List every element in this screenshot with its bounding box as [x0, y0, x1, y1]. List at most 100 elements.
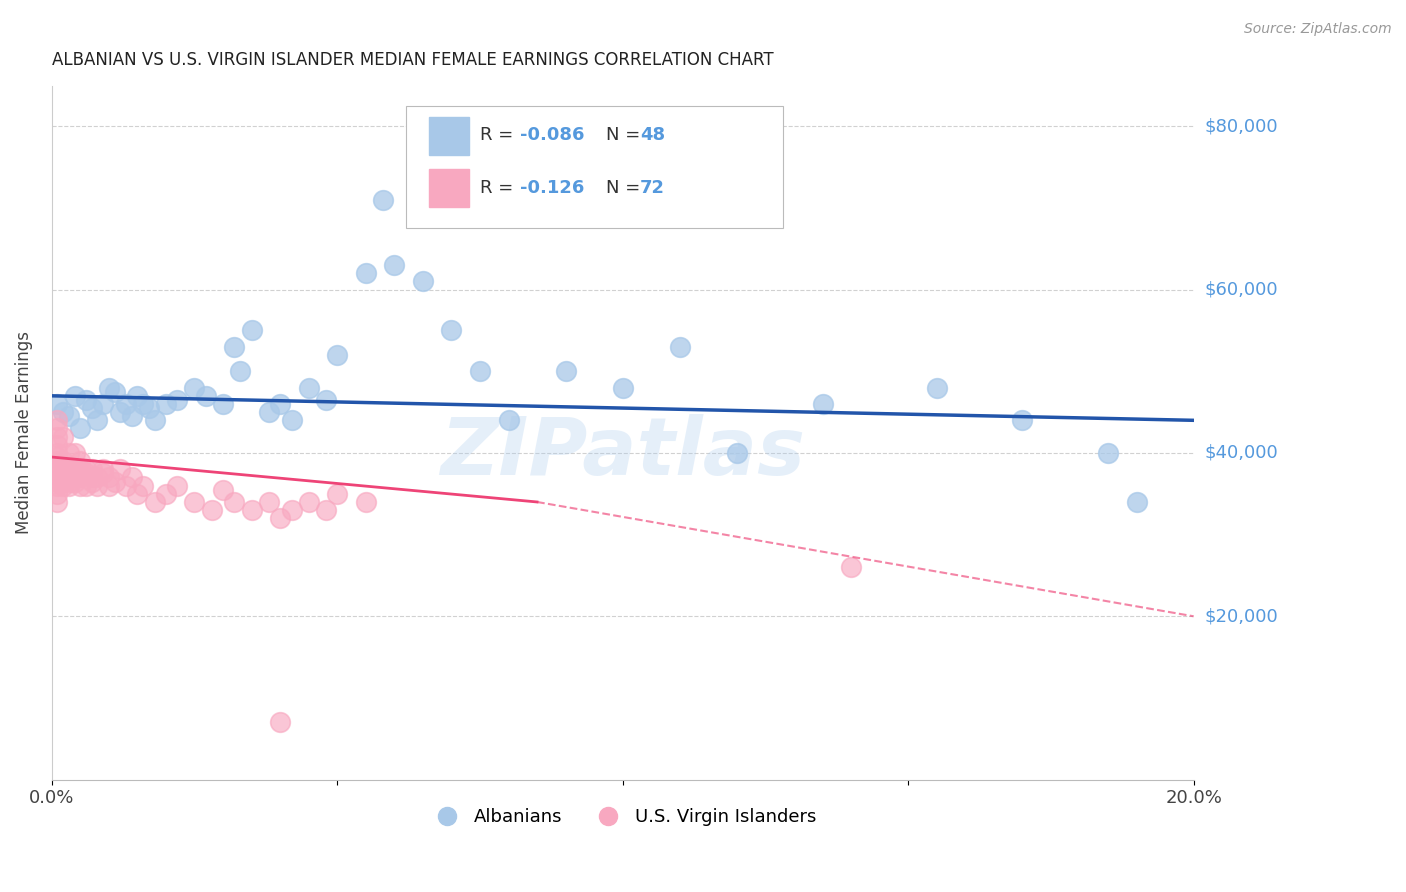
- Point: [52, 462, 75, 476]
- Point: [52, 405, 75, 419]
- Point: [58, 409, 80, 424]
- Point: [269, 715, 291, 730]
- Point: [80, 462, 103, 476]
- Text: N =: N =: [606, 127, 645, 145]
- Point: [46, 467, 69, 481]
- Point: [1125, 495, 1147, 509]
- Point: [58, 462, 80, 476]
- Bar: [429, 169, 468, 207]
- Point: [143, 495, 166, 509]
- Point: [115, 478, 138, 492]
- Point: [58, 446, 80, 460]
- Point: [46, 470, 69, 484]
- Point: [52, 470, 75, 484]
- Point: [86, 478, 108, 492]
- Point: [166, 392, 188, 407]
- Point: [58, 470, 80, 484]
- Text: $20,000: $20,000: [1205, 607, 1278, 625]
- Text: ZIPatlas: ZIPatlas: [440, 415, 806, 492]
- Point: [91, 467, 114, 481]
- Point: [127, 487, 149, 501]
- Point: [257, 405, 280, 419]
- Point: [269, 511, 291, 525]
- Point: [925, 381, 948, 395]
- FancyBboxPatch shape: [406, 106, 783, 227]
- Point: [103, 475, 125, 489]
- Point: [91, 462, 114, 476]
- Point: [668, 340, 690, 354]
- Point: [80, 475, 103, 489]
- Point: [468, 364, 491, 378]
- Point: [132, 478, 155, 492]
- Text: $60,000: $60,000: [1205, 281, 1278, 299]
- Point: [115, 397, 138, 411]
- Point: [1097, 446, 1119, 460]
- Text: N =: N =: [606, 179, 645, 197]
- Point: [52, 478, 75, 492]
- Point: [143, 413, 166, 427]
- Point: [725, 446, 748, 460]
- Point: [371, 193, 394, 207]
- Point: [75, 478, 97, 492]
- Point: [63, 462, 86, 476]
- Text: R =: R =: [479, 179, 519, 197]
- Point: [69, 454, 91, 468]
- Point: [354, 495, 377, 509]
- Point: [97, 381, 120, 395]
- Point: [212, 483, 235, 497]
- Point: [80, 401, 103, 415]
- Text: Source: ZipAtlas.com: Source: ZipAtlas.com: [1244, 22, 1392, 37]
- Point: [121, 470, 143, 484]
- Point: [103, 384, 125, 399]
- Point: [63, 446, 86, 460]
- Text: $40,000: $40,000: [1205, 444, 1278, 462]
- Point: [52, 475, 75, 489]
- Point: [155, 397, 177, 411]
- Point: [257, 495, 280, 509]
- Point: [46, 430, 69, 444]
- Point: [46, 454, 69, 468]
- Point: [132, 397, 155, 411]
- Point: [46, 462, 69, 476]
- Point: [269, 397, 291, 411]
- Point: [440, 324, 463, 338]
- Text: -0.086: -0.086: [520, 127, 585, 145]
- Point: [80, 470, 103, 484]
- Point: [155, 487, 177, 501]
- Point: [811, 397, 834, 411]
- Point: [46, 446, 69, 460]
- Point: [183, 495, 205, 509]
- Y-axis label: Median Female Earnings: Median Female Earnings: [15, 331, 32, 534]
- Point: [46, 462, 69, 476]
- Point: [58, 475, 80, 489]
- Point: [46, 478, 69, 492]
- Point: [326, 487, 349, 501]
- Point: [1011, 413, 1033, 427]
- Point: [63, 475, 86, 489]
- Point: [52, 462, 75, 476]
- Point: [224, 340, 246, 354]
- Point: [46, 438, 69, 452]
- Point: [229, 364, 252, 378]
- Point: [75, 462, 97, 476]
- Point: [554, 364, 576, 378]
- Point: [86, 470, 108, 484]
- Point: [52, 430, 75, 444]
- Point: [612, 381, 634, 395]
- Point: [224, 495, 246, 509]
- Text: 48: 48: [640, 127, 665, 145]
- Text: 72: 72: [640, 179, 665, 197]
- Point: [46, 413, 69, 427]
- Point: [63, 470, 86, 484]
- Text: ALBANIAN VS U.S. VIRGIN ISLANDER MEDIAN FEMALE EARNINGS CORRELATION CHART: ALBANIAN VS U.S. VIRGIN ISLANDER MEDIAN …: [52, 51, 773, 69]
- Point: [97, 478, 120, 492]
- Point: [46, 495, 69, 509]
- Point: [412, 275, 434, 289]
- Point: [280, 503, 302, 517]
- Point: [240, 503, 263, 517]
- Point: [46, 397, 69, 411]
- Point: [326, 348, 349, 362]
- Point: [75, 392, 97, 407]
- Point: [194, 389, 217, 403]
- Point: [52, 467, 75, 481]
